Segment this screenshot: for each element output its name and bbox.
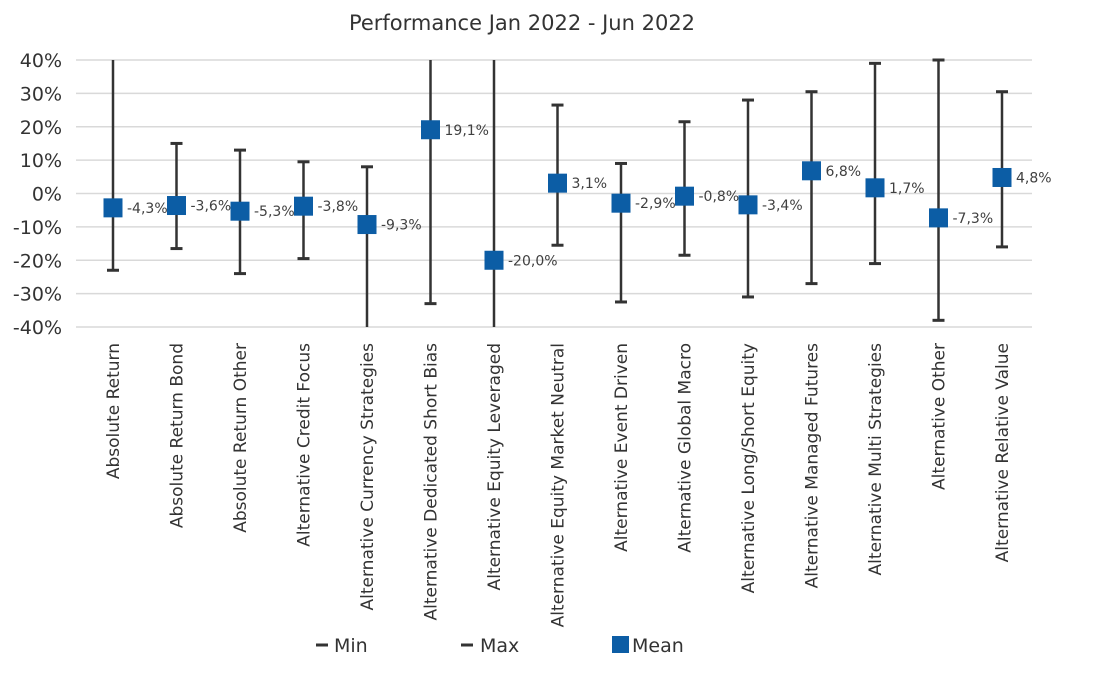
legend-min-label: Min — [334, 635, 368, 657]
y-tick-label: -40% — [13, 317, 62, 339]
mean-marker — [865, 178, 885, 198]
mean-data-label: -3,4% — [762, 198, 803, 214]
legend-item-min: Min — [316, 635, 368, 657]
mean-data-label: -20,0% — [508, 253, 558, 269]
mean-marker — [992, 167, 1012, 187]
y-tick-label: 0% — [32, 184, 62, 206]
mean-data-label: 6,8% — [826, 164, 862, 180]
x-tick-label: Alternative Dedicated Short Bias — [422, 343, 442, 621]
legend-item-mean: Mean — [612, 635, 684, 657]
mean-marker — [929, 208, 948, 228]
mean-data-label: -7,3% — [953, 211, 994, 227]
mean-marker — [802, 161, 821, 181]
x-axis-tick-labels: Absolute Return Absolute Return Bond Absol… — [104, 343, 1013, 628]
mean-marker — [294, 196, 313, 216]
x-tick-label: Alternative Managed Futures — [803, 343, 823, 589]
mean-marker — [357, 215, 377, 235]
mean-data-label: -3,6% — [191, 199, 232, 215]
mean-marker — [738, 195, 758, 215]
mean-data-label: -2,9% — [635, 196, 676, 212]
y-tick-label: 40% — [20, 50, 62, 72]
chart-title: Performance Jan 2022 - Jun 2022 — [349, 11, 695, 35]
x-tick-label: Alternative Long/Short Equity — [739, 343, 759, 593]
legend: Min Max Mean — [316, 635, 684, 657]
y-axis-tick-labels: -40% -30% -20% -10% 0% 10% 20% 30% 40% — [13, 50, 62, 339]
mean-data-label: -4,3% — [127, 201, 168, 217]
mean-marker — [421, 120, 440, 140]
x-tick-label: Absolute Return — [104, 343, 124, 479]
mean-markers — [103, 120, 1012, 270]
legend-item-max: Max — [461, 635, 519, 657]
gridlines — [76, 59, 1032, 328]
mean-marker — [167, 196, 186, 216]
mean-data-label: -3,8% — [318, 199, 359, 215]
y-tick-label: 10% — [20, 150, 62, 172]
x-tick-label: Alternative Equity Market Neutral — [549, 343, 569, 627]
legend-mean-symbol — [612, 636, 629, 653]
legend-mean-label: Mean — [632, 635, 684, 657]
y-tick-label: -10% — [13, 217, 62, 239]
legend-max-label: Max — [480, 635, 519, 657]
mean-data-label: 3,1% — [572, 176, 608, 192]
mean-marker — [103, 198, 123, 218]
x-tick-label: Alternative Credit Focus — [295, 343, 315, 547]
mean-marker — [484, 250, 504, 270]
range-caps — [107, 58, 1008, 322]
mean-marker — [611, 193, 631, 213]
x-tick-label: Alternative Multi Strategies — [866, 343, 886, 576]
x-tick-label: Alternative Other — [930, 343, 950, 490]
x-tick-label: Alternative Relative Value — [993, 343, 1013, 562]
mean-data-label: 19,1% — [445, 123, 489, 139]
y-tick-label: -20% — [13, 250, 62, 272]
mean-data-label: 4,8% — [1016, 170, 1052, 186]
y-tick-label: -30% — [13, 284, 62, 306]
x-tick-label: Alternative Event Driven — [612, 343, 632, 552]
x-tick-label: Alternative Currency Strategies — [358, 343, 378, 611]
y-tick-label: 30% — [20, 83, 62, 105]
mean-marker — [548, 173, 567, 193]
mean-data-label: -0,8% — [699, 189, 740, 205]
mean-data-label: 1,7% — [889, 181, 925, 197]
x-tick-label: Alternative Global Macro — [676, 343, 696, 553]
mean-data-labels: -4,3% -3,6% -5,3% -3,8% -9,3% 19,1% -20,0% 3,1%… — [127, 123, 1052, 269]
mean-marker — [675, 186, 694, 206]
x-tick-label: Absolute Return Other — [231, 343, 251, 533]
mean-data-label: -5,3% — [254, 204, 295, 220]
x-tick-label: Alternative Equity Leveraged — [485, 343, 505, 590]
mean-data-label: -9,3% — [381, 218, 422, 234]
y-tick-label: 20% — [20, 117, 62, 139]
mean-marker — [230, 201, 250, 221]
x-tick-label: Absolute Return Bond — [168, 343, 188, 528]
